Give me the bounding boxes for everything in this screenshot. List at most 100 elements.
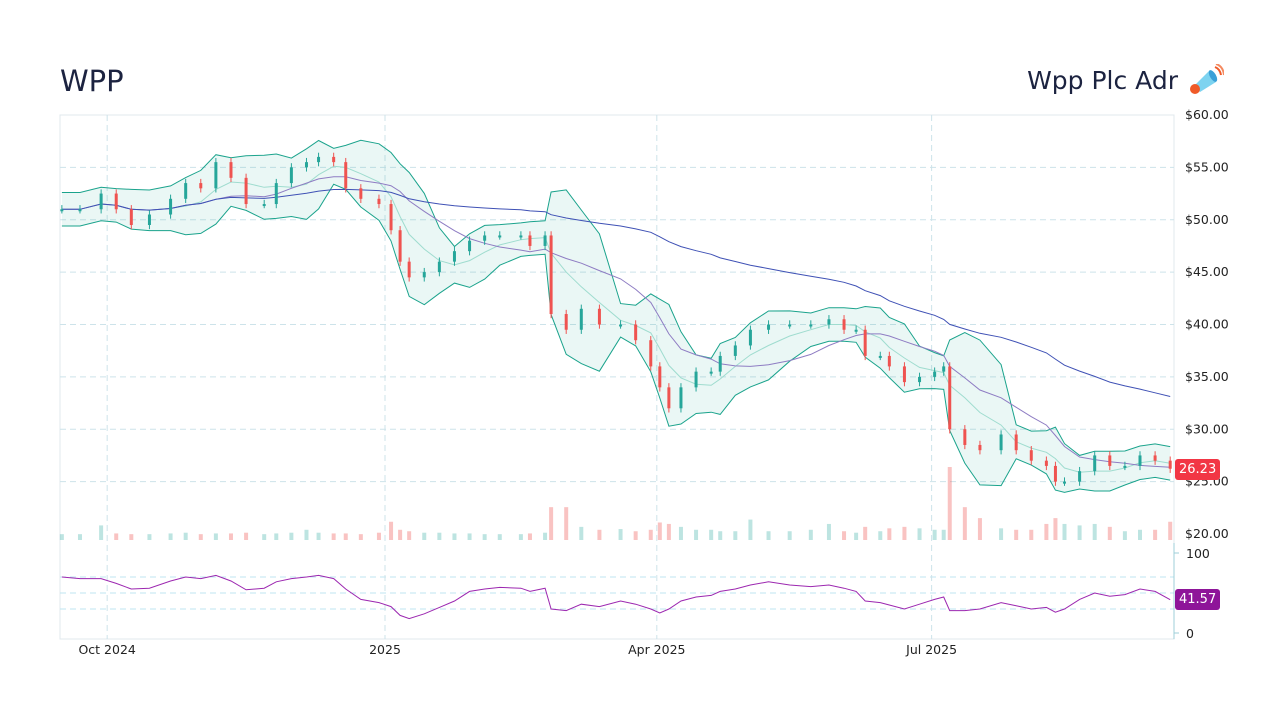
- time-tick-label: Oct 2024: [78, 642, 135, 657]
- volume-bar: [1122, 531, 1127, 540]
- candle-body: [422, 272, 426, 278]
- price-tick-label: $30.00: [1185, 421, 1229, 436]
- candle-body: [452, 251, 456, 262]
- rsi-line: [61, 574, 1171, 620]
- candle-body: [579, 308, 583, 330]
- candle-body: [289, 167, 293, 184]
- time-tick-label: Jul 2025: [905, 642, 957, 657]
- candle-body: [963, 429, 967, 445]
- candle-body: [1014, 434, 1018, 451]
- volume-bar: [1138, 529, 1142, 540]
- candle-body: [317, 156, 321, 163]
- ticker-symbol: WPP: [60, 64, 124, 98]
- volume-bar: [452, 533, 457, 540]
- volume-bar: [887, 528, 892, 540]
- last-rsi-badge: 41.57: [1175, 588, 1221, 610]
- volume-bar: [213, 533, 218, 540]
- volume-bar: [947, 467, 952, 540]
- volume-bar: [564, 507, 569, 540]
- candle-body: [948, 366, 952, 430]
- volume-bar: [518, 534, 523, 540]
- candle-body: [114, 193, 118, 210]
- candle-body: [854, 329, 858, 332]
- candle-body: [863, 329, 867, 356]
- price-tick-label: $45.00: [1185, 264, 1229, 279]
- last-price-badge: 26.23: [1175, 458, 1221, 480]
- megaphone-icon: [1190, 64, 1224, 94]
- volume-bar: [407, 531, 412, 540]
- candle-body: [1138, 455, 1142, 466]
- candle-body: [377, 198, 381, 205]
- candle-body: [498, 235, 502, 238]
- volume-bar: [1107, 526, 1112, 540]
- volume-bar: [228, 533, 233, 540]
- bollinger-upper: [61, 139, 1171, 456]
- candle-body: [597, 308, 601, 325]
- candle-body: [649, 340, 653, 367]
- candle-body: [1123, 465, 1127, 468]
- candle-body: [942, 366, 946, 372]
- volume-bar: [666, 523, 671, 540]
- candle-body: [549, 235, 553, 315]
- volume-bar: [709, 529, 714, 540]
- candle-body: [274, 183, 278, 205]
- volume-bar: [854, 532, 859, 540]
- candle-body: [748, 329, 752, 346]
- volume-bar: [902, 526, 907, 540]
- volume-bar: [549, 507, 554, 540]
- volume-bar: [77, 534, 82, 540]
- price-tick-label: $40.00: [1185, 317, 1229, 332]
- volume-bar: [657, 522, 662, 540]
- volume-bar: [274, 533, 279, 540]
- volume-bar: [618, 529, 623, 540]
- candle-body: [788, 324, 792, 327]
- candle-body: [483, 235, 487, 241]
- volume-bar: [962, 507, 967, 540]
- moving-average-long: [61, 188, 1171, 397]
- candle-body: [902, 366, 906, 383]
- volume-bar: [579, 526, 584, 540]
- volume-bar: [437, 532, 442, 540]
- candle-body: [1093, 455, 1097, 472]
- volume-bar: [808, 529, 813, 540]
- volume-bar: [1092, 523, 1097, 540]
- candle-body: [694, 371, 698, 388]
- candle-body: [878, 355, 882, 358]
- price-tick-label: $50.00: [1185, 212, 1229, 227]
- volume-bar: [198, 534, 203, 540]
- candle-body: [1063, 481, 1066, 484]
- volume-bar: [398, 529, 403, 540]
- volume-bar: [467, 533, 472, 540]
- candle-body: [978, 444, 982, 451]
- candle-body: [214, 162, 218, 189]
- rsi-tick-label: 100: [1186, 546, 1210, 561]
- candle-body: [229, 162, 233, 178]
- candle-body: [827, 319, 831, 325]
- candle-body: [262, 204, 266, 207]
- candle-body: [564, 314, 568, 330]
- volume-bar: [304, 529, 309, 540]
- bollinger-lower: [61, 183, 1171, 493]
- price-tick-label: $60.00: [1185, 107, 1229, 122]
- time-tick-label: 2025: [369, 642, 401, 657]
- volume-bar: [376, 532, 381, 540]
- volume-bar: [878, 531, 883, 540]
- volume-bar: [826, 523, 831, 540]
- volume-bar: [941, 529, 946, 540]
- volume-bar: [1062, 523, 1067, 540]
- candle-body: [129, 209, 133, 225]
- candle-body: [184, 183, 188, 199]
- candle-body: [1029, 450, 1033, 461]
- candle-body: [398, 230, 402, 262]
- volume-bar: [1044, 523, 1049, 540]
- candle-body: [733, 345, 737, 356]
- volume-bar: [262, 534, 267, 540]
- candle-body: [634, 324, 638, 341]
- candle-body: [169, 198, 173, 215]
- price-tick-label: $35.00: [1185, 369, 1229, 384]
- candle-body: [99, 193, 103, 210]
- volume-bar: [999, 528, 1004, 540]
- volume-bar: [787, 531, 792, 540]
- volume-bar: [59, 534, 64, 540]
